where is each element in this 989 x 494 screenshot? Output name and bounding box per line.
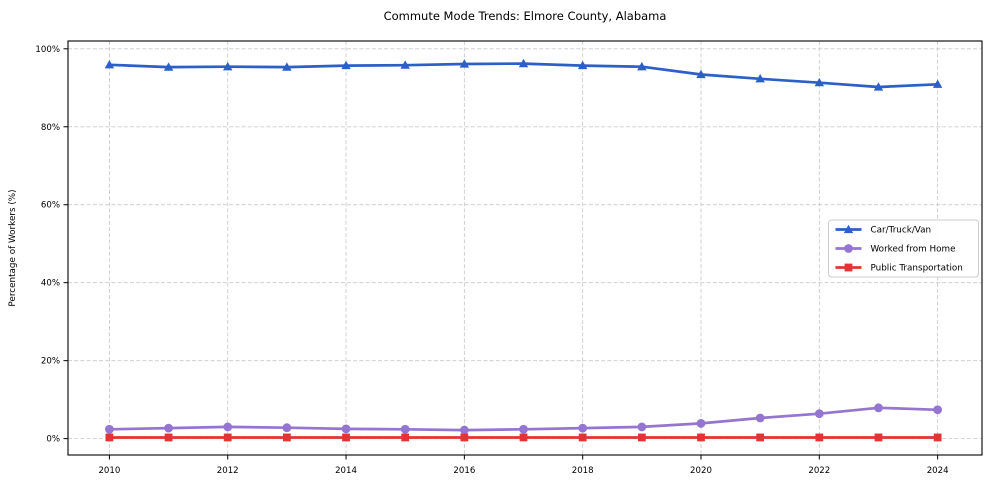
series-public-transportation-square-marker bbox=[874, 433, 883, 442]
legend-triangle-marker bbox=[843, 224, 854, 234]
legend-label: Worked from Home bbox=[871, 245, 956, 255]
series-car-truck-van-triangle-marker bbox=[696, 69, 706, 79]
plot-frame bbox=[67, 40, 983, 456]
series-worked-from-home-circle-marker bbox=[519, 424, 528, 434]
series-worked-from-home-circle-marker bbox=[933, 405, 943, 415]
plot-area: 2010 2012 2014 2016 2018 2020 2022 2024 0% 20% 40%… bbox=[35, 40, 983, 476]
series-car-truck-van-triangle-marker bbox=[163, 62, 174, 71]
series-worked-from-home-circle-marker bbox=[696, 419, 706, 428]
series-car-truck-van-triangle-marker bbox=[637, 61, 647, 71]
series-worked-from-home-circle-marker bbox=[459, 425, 469, 435]
series-public-transportation-square-marker bbox=[460, 433, 469, 442]
chart-title: Commute Mode Trends: Elmore County, Alab… bbox=[384, 9, 667, 23]
series-public-transportation-square-marker bbox=[756, 433, 765, 442]
series-worked-from-home-circle-marker bbox=[637, 422, 647, 432]
series-public-transportation-square-marker bbox=[933, 433, 942, 442]
series-car-truck-van-triangle-marker bbox=[223, 61, 233, 71]
x-tick-label: 2016 bbox=[453, 466, 475, 476]
series-public-transportation-square-marker bbox=[697, 433, 705, 442]
series-car-truck-van-triangle-marker bbox=[282, 62, 292, 71]
series-public-transportation-square-marker bbox=[164, 433, 173, 442]
series-worked-from-home-circle-marker bbox=[223, 422, 233, 432]
series-car-truck-van-triangle-marker bbox=[400, 60, 410, 69]
x-tick-label: 2020 bbox=[690, 466, 712, 476]
series-public-transportation-square-marker bbox=[342, 433, 350, 442]
y-tick-label: 0% bbox=[46, 435, 60, 445]
series-worked-from-home-circle-marker bbox=[400, 424, 410, 434]
x-tick-label: 2012 bbox=[217, 466, 239, 476]
series-car-truck-van-triangle-marker bbox=[814, 77, 825, 87]
series-public-transportation-square-marker bbox=[105, 433, 114, 442]
legend-label: Car/Truck/Van bbox=[871, 226, 932, 236]
series-public-transportation-square-marker bbox=[223, 433, 232, 442]
series-worked-from-home-circle-marker bbox=[755, 413, 765, 423]
series-car-truck-van-triangle-marker bbox=[341, 60, 351, 70]
series-car-truck-van-triangle-marker bbox=[518, 58, 529, 68]
series-worked-from-home-circle-marker bbox=[874, 403, 883, 413]
series-public-transportation-square-marker bbox=[401, 433, 410, 442]
series-public-transportation-square-marker bbox=[578, 433, 587, 442]
legend-circle-marker bbox=[844, 244, 853, 253]
y-tick-label: 80% bbox=[41, 123, 60, 133]
y-axis-label: Percentage of Workers (%) bbox=[8, 189, 18, 306]
series-car-truck-van-triangle-marker bbox=[932, 79, 943, 88]
x-tick-label: 2024 bbox=[927, 466, 949, 476]
series-public-transportation-square-marker bbox=[815, 433, 824, 442]
series-public-transportation-square-marker bbox=[282, 433, 291, 442]
y-tick-label: 40% bbox=[41, 279, 60, 289]
series-car-truck-van-triangle-marker bbox=[104, 59, 115, 69]
series-worked-from-home-circle-marker bbox=[164, 423, 173, 433]
series-worked-from-home-circle-marker bbox=[282, 423, 292, 433]
series-car-truck-van-triangle-marker bbox=[459, 59, 470, 68]
series-public-transportation-square-marker bbox=[519, 433, 528, 442]
legend-square-marker bbox=[844, 263, 853, 272]
y-tick-label: 60% bbox=[41, 201, 60, 211]
x-tick-label: 2014 bbox=[335, 466, 357, 476]
series-worked-from-home-circle-marker bbox=[105, 424, 114, 434]
series-car-truck-van-triangle-marker bbox=[755, 74, 765, 83]
legend-label: Public Transportation bbox=[871, 264, 963, 274]
series-public-transportation-square-marker bbox=[637, 433, 646, 442]
series-worked-from-home-circle-marker bbox=[814, 409, 824, 419]
series-car-truck-van-triangle-marker bbox=[577, 60, 588, 70]
series-worked-from-home-circle-marker bbox=[341, 424, 351, 434]
y-tick-label: 20% bbox=[41, 357, 60, 367]
x-tick-label: 2018 bbox=[572, 466, 594, 476]
x-tick-label: 2010 bbox=[98, 466, 120, 476]
y-tick-label: 100% bbox=[35, 45, 60, 55]
legend-box bbox=[828, 219, 979, 278]
series-worked-from-home-circle-marker bbox=[578, 423, 588, 433]
series-car-truck-van-triangle-marker bbox=[873, 82, 884, 91]
x-tick-label: 2022 bbox=[808, 466, 830, 476]
